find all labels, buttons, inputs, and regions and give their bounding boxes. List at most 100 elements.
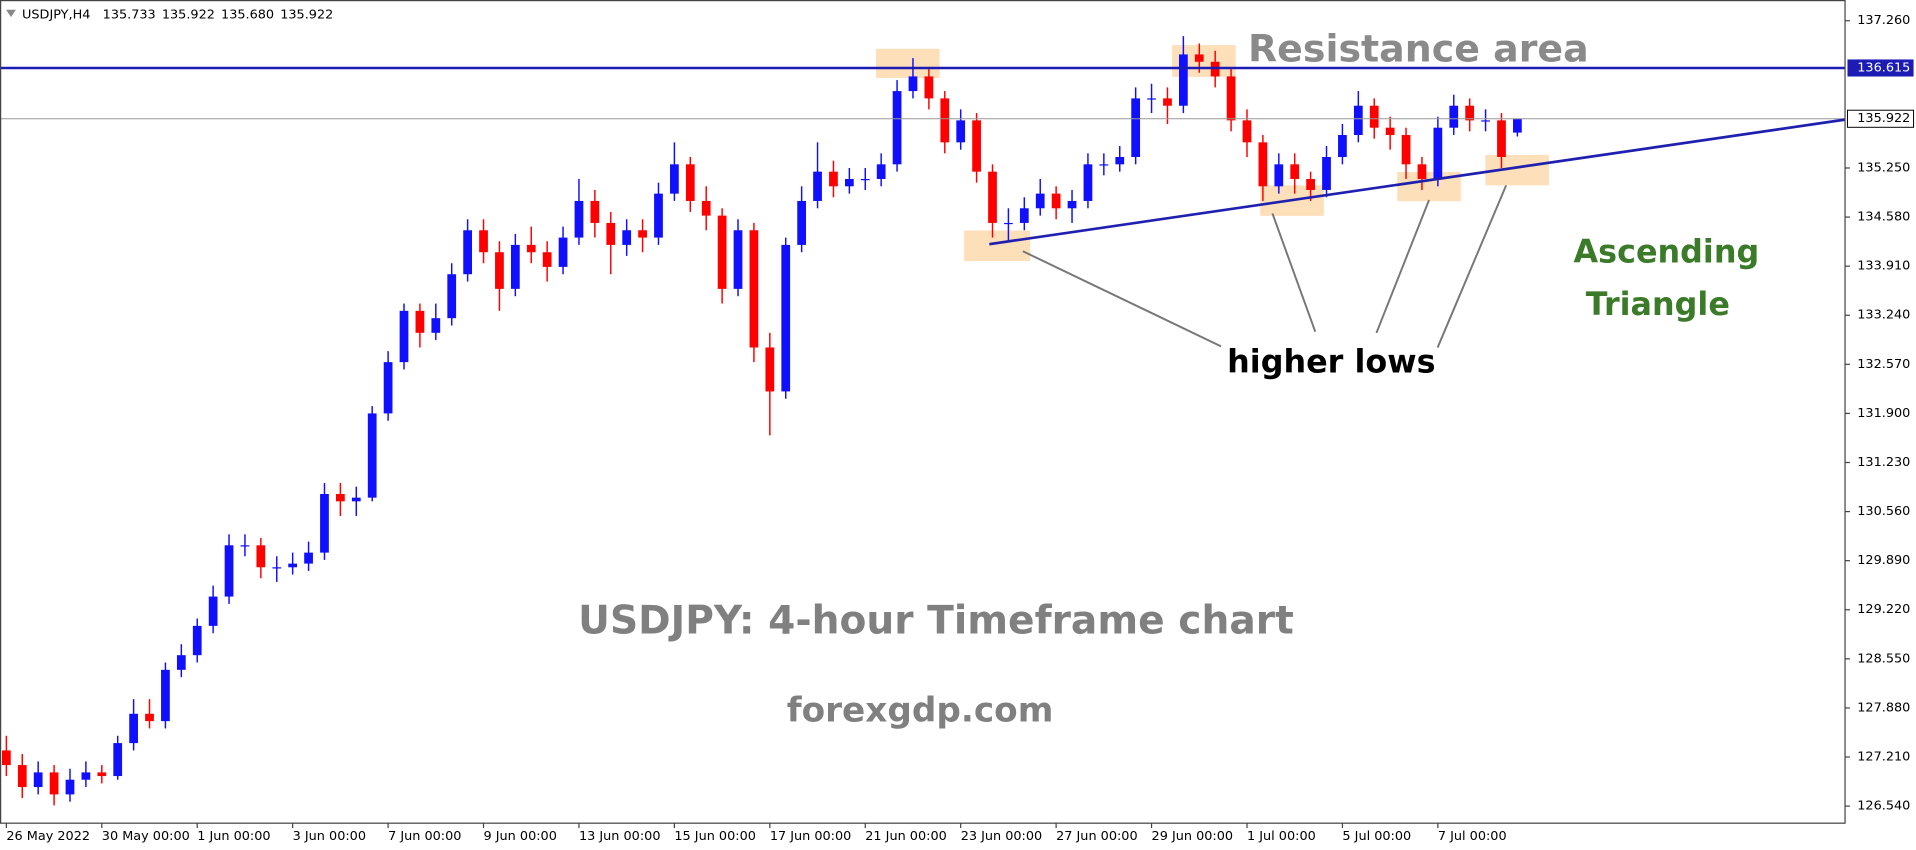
candle-body [1067, 200, 1077, 209]
pattern-annotation: Ascending [1574, 235, 1760, 271]
x-tick-label: 21 Jun 00:00 [865, 829, 947, 844]
candle-body [1115, 157, 1125, 165]
candle-body [1035, 193, 1045, 209]
candle-body [129, 713, 138, 744]
resistance-annotation: Resistance area [1248, 27, 1589, 71]
x-tick-label: 26 May 2022 [6, 829, 90, 844]
candle-body [1051, 193, 1061, 209]
y-tick-label: 133.910 [1857, 259, 1910, 274]
candle-body [288, 563, 298, 568]
candle-body [638, 230, 647, 238]
y-tick-label: 134.580 [1857, 210, 1910, 225]
header-open: 135.733 [103, 7, 156, 22]
candle-body [1194, 54, 1204, 62]
x-tick-label: 5 Jul 00:00 [1342, 829, 1411, 844]
x-tick-label: 13 Jun 00:00 [579, 829, 661, 844]
candle-body [813, 171, 822, 201]
resistance-label: 136.615 [1857, 60, 1910, 75]
candle-body [1163, 98, 1172, 106]
candle-body [208, 596, 218, 626]
header-high: 135.922 [162, 7, 215, 22]
candle-body [272, 567, 282, 569]
y-tick-label: 132.570 [1857, 357, 1910, 372]
candle-body [240, 545, 250, 547]
candle-body [542, 252, 552, 267]
x-tick-label: 15 Jun 00:00 [674, 829, 756, 844]
candle-body [1497, 120, 1506, 158]
y-tick-label: 127.210 [1857, 750, 1910, 765]
candle-body [1465, 105, 1475, 121]
candle-body [431, 318, 441, 333]
y-tick-label: 127.880 [1857, 700, 1910, 715]
candle-body [574, 200, 584, 238]
pointer-line [1436, 184, 1508, 348]
y-tick-label: 126.540 [1857, 799, 1910, 814]
header-close: 135.922 [280, 7, 333, 22]
candle-body [1513, 118, 1522, 133]
x-tick-label: 3 Jun 00:00 [293, 829, 366, 844]
candle-body [526, 244, 536, 253]
candle-body [192, 625, 202, 656]
x-tick-label: 7 Jun 00:00 [388, 829, 461, 844]
candle-body [161, 669, 170, 722]
candle-body [1147, 98, 1156, 100]
candle-body [685, 164, 695, 201]
candle-body [1353, 105, 1363, 136]
candle-body [908, 76, 918, 92]
candle-body [924, 76, 934, 99]
candle-body [145, 713, 154, 722]
y-tick-label: 135.250 [1857, 161, 1910, 176]
candle-body [701, 200, 711, 216]
trendline [989, 118, 1846, 246]
highlight-box [964, 230, 1031, 261]
candle-body [1019, 208, 1029, 223]
pointer-line [1022, 250, 1222, 348]
header-low: 135.680 [221, 7, 274, 22]
candle-body [765, 347, 775, 392]
x-tick-label: 7 Jul 00:00 [1438, 829, 1507, 844]
x-tick-label: 30 May 00:00 [102, 829, 190, 844]
candle-body [733, 230, 743, 289]
y-tick-label: 131.900 [1857, 406, 1910, 421]
candle-body [463, 230, 472, 275]
candle-body [988, 171, 997, 223]
candle-body [33, 772, 43, 788]
x-tick-label: 29 Jun 00:00 [1152, 829, 1234, 844]
candle-body [1, 750, 11, 766]
y-tick-label: 131.230 [1857, 455, 1910, 470]
candle-body [1099, 164, 1109, 166]
candle-body [351, 497, 361, 502]
candle-body [81, 772, 91, 780]
candle-body [860, 178, 870, 181]
x-tick-label: 17 Jun 00:00 [770, 829, 852, 844]
x-tick-label: 27 Jun 00:00 [1056, 829, 1138, 844]
x-tick-label: 1 Jul 00:00 [1247, 829, 1316, 844]
candle-body [1083, 164, 1093, 201]
candle-body [1290, 164, 1300, 179]
candle-body [176, 655, 186, 670]
candle-body [1433, 127, 1443, 179]
candle-body [940, 98, 950, 143]
candle-body [97, 772, 107, 777]
pointer-line [1375, 199, 1430, 334]
candle-body [1385, 127, 1395, 136]
x-tick-label: 23 Jun 00:00 [961, 829, 1043, 844]
candle-body [495, 252, 504, 289]
pointer-lines [1022, 184, 1508, 348]
price-label-box [1846, 109, 1915, 128]
higher-lows-annotation: higher lows [1227, 344, 1435, 380]
candle-body [1178, 54, 1188, 106]
candle-body [844, 178, 854, 187]
candle-body [590, 200, 600, 223]
candle-body [224, 545, 234, 597]
y-tick-label: 133.240 [1857, 308, 1910, 323]
y-tick-label: 128.550 [1857, 651, 1910, 666]
candle-body [1242, 120, 1252, 143]
header-icon [6, 9, 16, 18]
candle-body [558, 237, 568, 267]
candle-body [399, 310, 409, 363]
candle-body [1449, 105, 1459, 128]
candle-body [1369, 105, 1379, 128]
